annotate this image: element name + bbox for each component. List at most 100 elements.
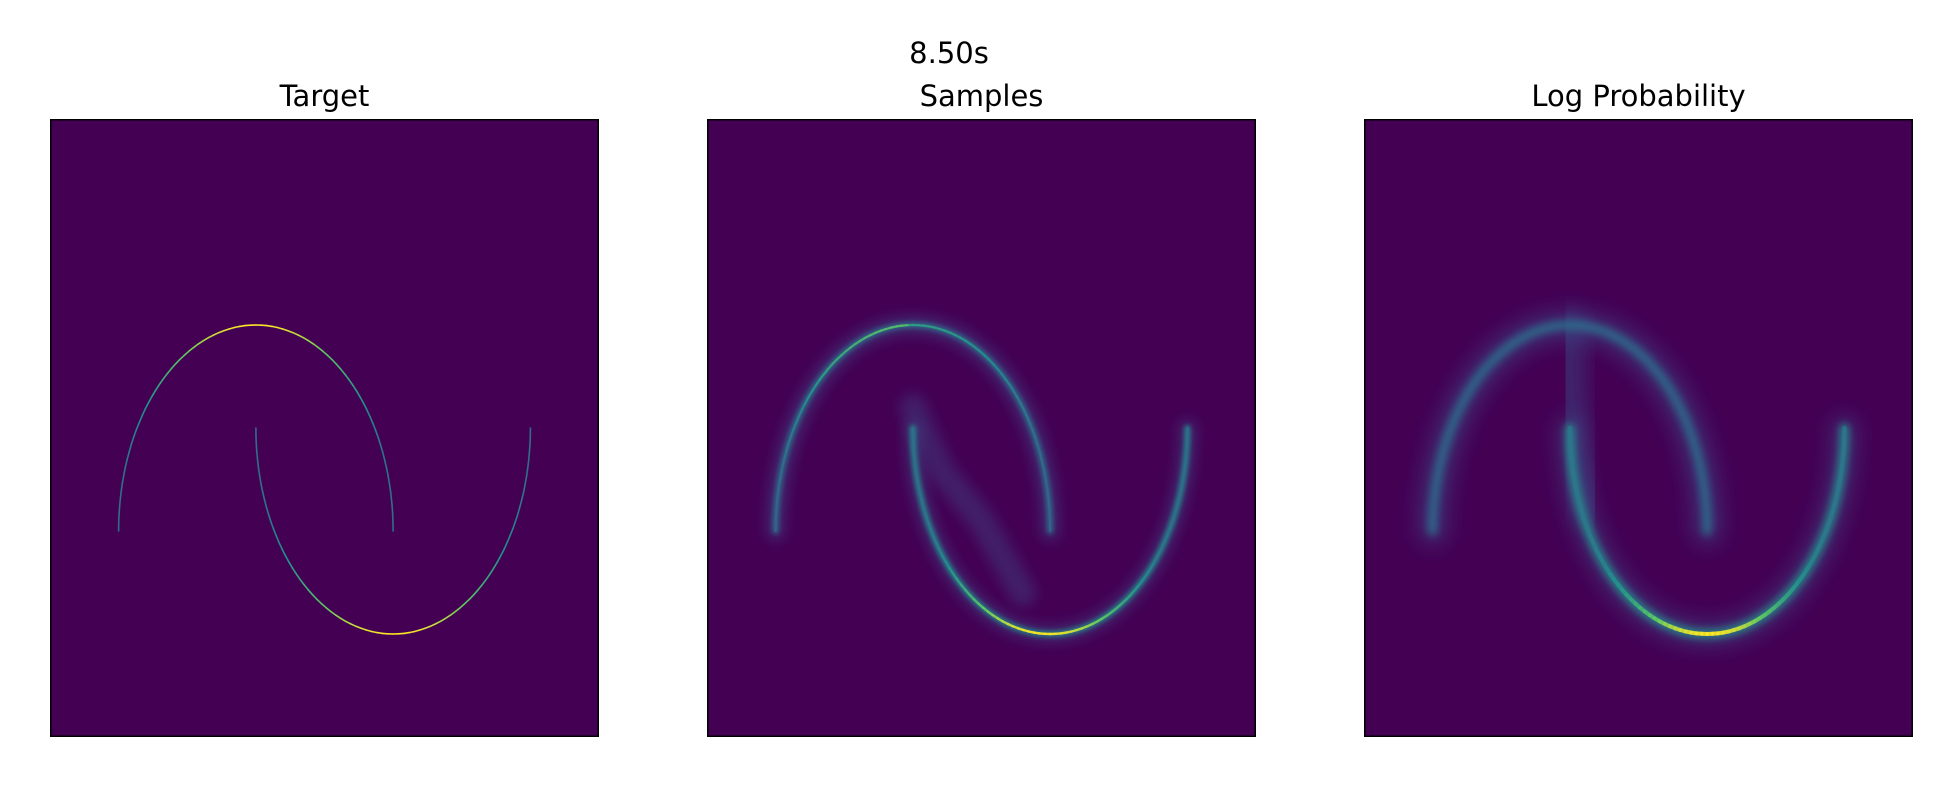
samples-lower-core-segment — [913, 459, 917, 470]
heatmap-target-density — [117, 324, 532, 635]
panel-title-samples: Samples — [919, 79, 1044, 113]
target-upper-moon-segment — [238, 324, 246, 328]
samples-upper-core-segment — [1038, 451, 1043, 461]
target-upper-moon-segment — [207, 334, 215, 339]
samples-upper-core-segment — [794, 415, 800, 425]
samples-upper-core-segment — [1046, 489, 1050, 500]
samples-lower-core-segment — [1184, 451, 1188, 462]
samples-upper-core-segment — [779, 466, 784, 477]
target-upper-moon-segment — [389, 490, 393, 500]
target-lower-moon-segment — [330, 610, 337, 616]
target-lower-moon-segment — [325, 606, 332, 613]
target-lower-moon-segment — [519, 498, 523, 508]
target-upper-moon-segment — [138, 415, 143, 425]
samples-upper-core-segment — [1031, 429, 1037, 439]
target-upper-moon-segment — [161, 373, 168, 381]
target-upper-moon-segment — [381, 451, 386, 461]
target-upper-moon-segment — [124, 458, 128, 469]
heatmap-logprob-density — [1419, 310, 1856, 645]
samples-lower-core-segment — [914, 467, 918, 478]
target-upper-moon-segment — [348, 378, 354, 387]
target-upper-moon-segment — [154, 384, 160, 392]
target-upper-moon-segment — [228, 326, 236, 330]
samples-upper-core-segment — [1040, 458, 1045, 469]
target-lower-moon-segment — [320, 602, 327, 609]
target-lower-moon-segment — [413, 629, 421, 633]
samples-lower-core-segment — [1185, 443, 1189, 454]
target-upper-moon-segment — [183, 350, 190, 357]
target-lower-moon-segment — [454, 606, 461, 613]
target-lower-moon-segment — [464, 598, 471, 605]
target-upper-moon-segment — [119, 490, 123, 500]
target-lower-moon-segment — [267, 513, 272, 523]
target-upper-moon-segment — [223, 328, 230, 332]
target-lower-moon-segment — [307, 589, 314, 596]
target-upper-moon-segment — [383, 458, 388, 469]
target-lower-moon-segment — [284, 554, 290, 563]
target-lower-moon-segment — [255, 443, 258, 453]
target-lower-moon-segment — [419, 627, 426, 631]
samples-lower-core-segment — [915, 474, 920, 486]
target-upper-moon-segment — [120, 482, 124, 492]
samples-upper-core-segment — [797, 408, 803, 418]
heatmap-samples — [707, 119, 1256, 737]
target-upper-moon-segment — [359, 396, 365, 405]
target-lower-moon-segment — [339, 617, 347, 623]
target-upper-moon-segment — [388, 482, 392, 492]
target-lower-moon-segment — [509, 527, 514, 537]
logprob-vertical-smear — [1554, 310, 1606, 526]
target-lower-moon-segment — [459, 602, 466, 609]
samples-lower-core-segment — [1182, 467, 1186, 478]
samples-upper-core-segment — [822, 368, 829, 376]
target-upper-moon-segment — [366, 409, 371, 418]
target-lower-moon-segment — [449, 610, 457, 616]
samples-upper-core-segment — [814, 378, 821, 387]
samples-lower-core-segment — [1165, 527, 1172, 537]
target-lower-moon-segment — [360, 627, 368, 631]
target-upper-moon-segment — [390, 498, 393, 508]
target-upper-moon-segment — [326, 354, 333, 361]
target-upper-moon-segment — [307, 339, 315, 345]
samples-upper-core-segment — [804, 396, 810, 405]
target-lower-moon-segment — [439, 617, 447, 623]
target-upper-moon-segment — [362, 402, 368, 411]
target-upper-moon-segment — [297, 334, 305, 339]
target-upper-moon-segment — [391, 506, 394, 516]
target-lower-moon-segment — [256, 451, 259, 461]
heatmap-target — [50, 119, 599, 737]
target-lower-moon-segment — [434, 620, 442, 625]
target-upper-moon-segment — [202, 336, 210, 342]
heatmap-target-background — [50, 119, 599, 737]
target-lower-moon-segment — [403, 631, 411, 635]
target-lower-moon-segment — [258, 475, 262, 485]
target-lower-moon-segment — [522, 483, 526, 493]
samples-upper-core-segment — [818, 373, 825, 381]
samples-upper-core-segment — [1043, 474, 1048, 484]
samples-upper-core-segment — [776, 489, 780, 500]
target-lower-moon-segment — [512, 520, 517, 530]
target-lower-moon-segment — [376, 631, 384, 635]
target-upper-moon-segment — [344, 373, 350, 381]
panel-title-target: Target — [279, 79, 370, 113]
samples-lower-core-segment — [1179, 482, 1184, 493]
samples-upper-core-segment — [785, 443, 790, 454]
samples-lower-core-segment — [1163, 534, 1169, 544]
target-upper-moon-segment — [340, 368, 346, 376]
target-upper-moon-segment — [128, 444, 132, 453]
target-lower-moon-segment — [265, 506, 270, 515]
target-upper-moon-segment — [233, 325, 241, 329]
target-upper-moon-segment — [369, 415, 374, 425]
target-upper-moon-segment — [287, 329, 294, 334]
target-lower-moon-segment — [503, 541, 508, 550]
heatmap-logprob — [1364, 119, 1913, 737]
target-upper-moon-segment — [192, 343, 200, 349]
samples-bridge-haze — [899, 394, 1036, 606]
samples-lower-core-segment — [924, 513, 929, 523]
samples-upper-core-segment — [800, 402, 807, 411]
heatmap-logprob-frame — [1364, 119, 1913, 737]
samples-upper-core-segment — [1000, 373, 1008, 381]
samples-upper-core-segment — [1025, 415, 1031, 425]
samples-upper-core-segment — [1042, 466, 1047, 477]
target-lower-moon-segment — [528, 443, 531, 453]
target-upper-moon-segment — [387, 474, 391, 484]
